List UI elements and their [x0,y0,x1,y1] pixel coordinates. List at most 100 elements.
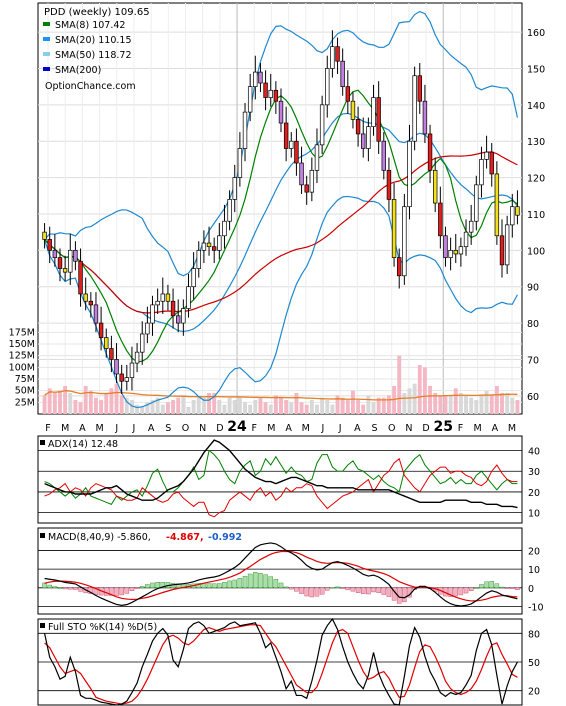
bollinger-upper-band [44,10,519,277]
adx-gridlines [38,450,522,514]
candle-body [206,242,212,248]
candle-body [335,46,340,62]
volume-bar [243,402,247,414]
macd-histogram-bar [145,584,150,589]
macd-histogram-bar [350,587,356,592]
candle-body [402,206,407,277]
candle-body [325,68,330,106]
panel-tick-label: 10 [528,565,540,576]
macd-histogram-bar [345,587,351,591]
macd-panel: -10 0 10 20 MACD(8,40,9) -5.860, -4.867, -0… [37,527,544,615]
candle-body [165,293,171,302]
candle-body [78,260,83,295]
minus-di-line [44,457,518,518]
price-tick-label: 120 [527,174,545,185]
year-label: 24 [227,419,247,435]
candle-body [494,173,500,237]
candle-body [407,140,412,208]
month-label: D [216,423,223,434]
panel-tick-label: 30 [528,467,540,478]
volume-bar [448,395,453,414]
month-label: J [338,423,342,434]
candlesticks [42,30,520,394]
stochastic-panel: 20 50 80 Full STO %K(14) %D(5) [37,617,540,706]
legend-sma20-swatch [43,37,50,41]
month-label: J [132,423,136,434]
volume-bar [325,400,330,414]
macd-histogram-bar [376,587,381,593]
candle-body [160,293,165,302]
candle-body [319,104,325,146]
macd-histogram-bar [124,587,130,594]
volume-bar [88,390,93,414]
volume-bar [489,395,494,414]
macd-histogram-bar [196,583,202,589]
candle-body [427,133,433,171]
candle-body [83,293,88,302]
volume-bar [63,386,68,414]
volume-bar [397,355,402,414]
macd-signal-label: -4.867, [166,532,204,543]
volume-bar [129,400,134,414]
macd-histogram-bar [139,586,145,589]
price-tick-label: 160 [527,28,545,39]
volume-tick-label: 125M [9,351,35,362]
month-label: F [45,423,50,434]
candle-body [371,97,376,128]
candle-body [186,286,191,309]
panel-tick-label: 20 [528,488,540,499]
volume-bar [453,388,458,414]
macd-histogram-bar [283,586,289,589]
macd-histogram-bar [468,587,474,592]
volume-bar [42,395,47,414]
candle-body [176,315,181,324]
adx-line [44,439,518,509]
legend-sma50-swatch [43,52,50,56]
volume-bar [217,400,222,414]
volume-bar [381,397,386,414]
macd-histogram-bar [227,580,232,589]
volume-tick-label: 150M [9,339,35,350]
candle-body [432,169,438,204]
macd-histogram-bar [263,574,268,589]
candle-body [468,220,474,233]
macd-histogram-bar [211,583,217,589]
macd-histogram-bar [504,587,510,589]
volume-bar [484,390,489,414]
macd-histogram-bar [463,587,469,594]
macd-histogram-bar [57,587,63,589]
macd-histogram-bar [73,587,78,590]
macd-hist-label: -0.992 [208,532,242,543]
candle-body [170,300,176,317]
macd-histogram-bar [206,583,212,589]
candle-body [355,119,361,135]
month-label: O [388,423,395,434]
candle-body [504,224,510,266]
price-axis-ticks: 60 70 80 90 100 110 120 130 140 150 160 [527,28,545,403]
macd-histogram-bar [155,582,160,589]
volume-bar [109,388,114,414]
macd-histogram-bar [160,582,166,589]
candle-body [515,206,520,216]
volume-bar [52,393,57,414]
candle-body [289,140,294,149]
candle-body [52,249,58,258]
month-label: F [458,423,463,434]
macd-histogram-bar [114,587,119,596]
price-tick-label: 110 [527,210,545,221]
volume-bar [356,400,361,414]
macd-histogram-bar [294,587,299,592]
volume-bar [227,397,232,414]
candle-body [314,144,320,171]
macd-histogram-bar [330,587,335,589]
volume-bar [433,393,438,414]
volume-bar [191,400,196,414]
candle-body [119,373,124,382]
macd-panel-frame [37,527,523,615]
macd-histogram-bar [360,587,366,595]
panel-tick-label: 20 [528,546,540,557]
volume-bar [73,400,78,414]
candle-body [109,348,114,360]
